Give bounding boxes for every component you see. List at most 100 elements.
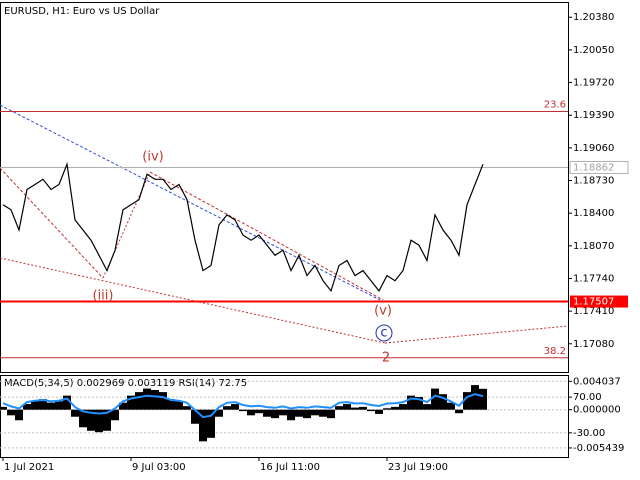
macd-bar [247, 409, 255, 416]
y-tick-label: 1.18730 [573, 176, 614, 187]
price-tag [570, 295, 628, 308]
macd-bar [279, 409, 287, 416]
y-tick-label: 1.18070 [573, 241, 614, 252]
macd-bar [319, 409, 327, 417]
macd-bar [415, 397, 423, 410]
y-tick-label: 1.17740 [573, 273, 614, 284]
macd-bar [255, 409, 263, 414]
macd-bar [215, 409, 223, 417]
macd-bar [423, 404, 431, 410]
macd-bar [31, 401, 39, 410]
y-tick-label: 1.18400 [573, 208, 614, 219]
macd-bar [79, 409, 87, 428]
wave-label: (v) [374, 304, 392, 319]
indicator-tick-label: 70.00 [573, 392, 602, 403]
macd-bar [127, 395, 135, 410]
macd-bar [463, 392, 471, 410]
x-tick-label: 1 Jul 2021 [4, 462, 54, 473]
macd-bar [55, 401, 63, 410]
indicator-frame [0, 375, 569, 458]
macd-bar [327, 409, 335, 419]
macd-bar [287, 409, 295, 421]
macd-bar [359, 406, 367, 410]
macd-bar [375, 409, 383, 414]
macd-bar [71, 409, 79, 417]
macd-bar [47, 402, 55, 410]
indicator-tick-label: 0.004037 [573, 376, 621, 387]
trend-line [149, 171, 384, 301]
macd-bar [15, 409, 23, 421]
y-tick-label: 1.19720 [573, 78, 614, 89]
macd-bar [271, 409, 279, 419]
macd-bar [159, 392, 167, 410]
x-tick-label: 16 Jul 11:00 [260, 462, 320, 473]
macd-bar [39, 399, 47, 410]
macd-bar [335, 406, 343, 410]
macd-bar [63, 395, 71, 410]
x-tick-label: 23 Jul 19:00 [388, 462, 448, 473]
macd-bar [0, 406, 7, 410]
fib-label: 38.2 [544, 346, 566, 357]
y-tick-label: 1.19390 [573, 110, 614, 121]
macd-bar [447, 402, 455, 410]
y-tick-label: 1.20050 [573, 45, 614, 56]
macd-bar [119, 402, 127, 410]
macd-bar [343, 404, 351, 410]
macd-bar [95, 409, 103, 433]
macd-bar [431, 388, 439, 410]
macd-bar [263, 409, 271, 417]
indicator-tick-label: -0.005439 [573, 443, 624, 454]
chart-title: EURUSD, H1: Euro vs US Dollar [4, 6, 160, 17]
macd-bar [479, 388, 487, 410]
wave-circle [375, 324, 393, 342]
macd-bar [351, 407, 359, 410]
trend-line [0, 167, 104, 279]
macd-bar [455, 409, 463, 414]
y-tick-label: 1.17410 [573, 306, 614, 317]
macd-bar [407, 395, 415, 410]
fib-label: 23.6 [544, 99, 566, 110]
indicator-tick-label: 0.000000 [573, 405, 621, 416]
support-label: 1.17507 [573, 297, 614, 308]
macd-bar [311, 409, 319, 416]
main-frame [0, 2, 569, 373]
y-tick-label: 1.19060 [573, 143, 614, 154]
macd-bar [103, 409, 111, 431]
price-tag [569, 160, 629, 174]
macd-bar [295, 409, 303, 417]
macd-bar [223, 406, 231, 410]
macd-bar [439, 394, 447, 410]
macd-bar [167, 399, 175, 410]
trend-line [0, 257, 386, 344]
macd-bar [207, 409, 215, 438]
macd-bar [471, 385, 479, 410]
trend-line [384, 325, 569, 344]
wave-label: (iv) [142, 150, 163, 165]
macd-bar [175, 401, 183, 410]
macd-bar [303, 409, 311, 419]
y-tick-label: 1.17080 [573, 339, 614, 350]
macd-bar [87, 409, 95, 431]
macd-bar [383, 408, 391, 410]
indicator-label: MACD(5,34,5) 0.002969 0.003119 RSI(14) 7… [4, 378, 247, 389]
macd-bar [199, 409, 207, 442]
price-line [2, 161, 484, 293]
macd-bar [111, 409, 119, 421]
macd-bar [367, 409, 375, 412]
macd-bar [231, 404, 239, 410]
macd-bar [183, 406, 191, 410]
macd-bar [23, 404, 31, 410]
current-price-label: 1.18862 [573, 162, 614, 173]
macd-bar [151, 390, 159, 410]
macd-bar [143, 388, 151, 410]
y-tick-label: 1.20380 [573, 12, 614, 23]
x-tick-label: 9 Jul 03:00 [132, 462, 186, 473]
wave-label: c [380, 326, 387, 341]
macd-bar [135, 392, 143, 410]
trend-line [0, 104, 381, 301]
wave-label: (iii) [93, 289, 114, 304]
rsi-line [2, 393, 484, 419]
macd-bar [239, 409, 247, 412]
macd-bar [7, 409, 15, 416]
